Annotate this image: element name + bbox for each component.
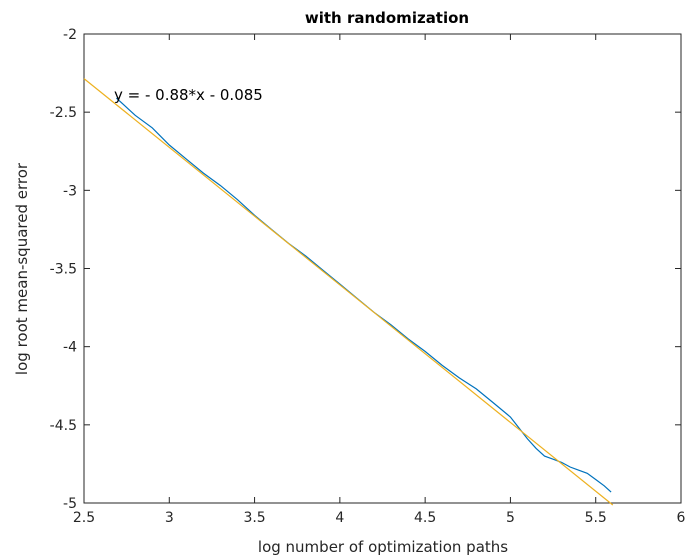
x-tick-label: 5 [506, 510, 515, 526]
x-tick-label: 3.5 [243, 510, 265, 526]
y-tick-label: -4.5 [50, 418, 77, 434]
x-tick-label: 3 [165, 510, 174, 526]
plot-area [83, 33, 682, 504]
chart-title: with randomization [305, 9, 469, 27]
x-tick-label: 2.5 [73, 510, 95, 526]
y-tick-label: -2 [63, 27, 77, 43]
y-tick-label: -5 [63, 496, 77, 512]
y-tick-label: -3.5 [50, 262, 77, 278]
series-layer [83, 78, 614, 506]
x-tick-label: 5.5 [585, 510, 607, 526]
linear-fit-line [83, 78, 614, 506]
y-tick-label: -4 [63, 340, 77, 356]
x-tick-label: 4.5 [414, 510, 436, 526]
x-axis-label: log number of optimization paths [258, 538, 508, 556]
data-series-line [115, 97, 612, 493]
fit-equation-annotation: y = - 0.88*x - 0.085 [114, 86, 263, 104]
x-tick-label: 4 [335, 510, 344, 526]
tick-labels: 2.5 3 3.5 4 4.5 5 5.5 6 -2 -2.5 -3 -3.5 -4 -4.5 -5 [50, 27, 686, 526]
x-tick-label: 6 [677, 510, 686, 526]
y-axis-label: log root mean-squared error [13, 162, 31, 375]
y-tick-label: -3 [63, 183, 77, 199]
ticks [83, 33, 682, 504]
y-tick-label: -2.5 [50, 105, 77, 121]
